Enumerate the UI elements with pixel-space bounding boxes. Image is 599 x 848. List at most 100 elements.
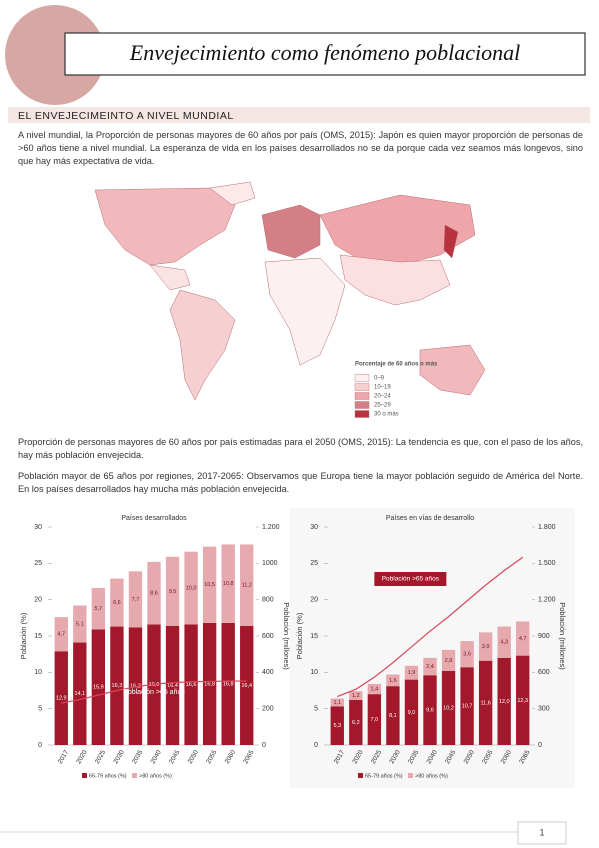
- bar-segment: [73, 605, 87, 643]
- y2-tick-label: 1.200: [538, 597, 556, 604]
- y-tick-label: 5: [314, 706, 318, 713]
- bar-segment: [349, 699, 363, 745]
- y2-tick-label: 400: [262, 669, 274, 676]
- value-label: 10,7: [462, 704, 473, 710]
- y2-tick-label: 800: [262, 597, 274, 604]
- line-annotation: Población >65 años: [123, 689, 185, 696]
- bar-segment: [54, 651, 68, 745]
- bar-segment: [221, 544, 235, 623]
- greenland: [209, 181, 256, 206]
- y2-tick-label: 1000: [262, 560, 278, 567]
- map-legend-swatch: [354, 410, 370, 418]
- y2-tick-label: 600: [538, 669, 550, 676]
- x-tick-label: 2025: [94, 749, 107, 765]
- bar-segment: [367, 694, 382, 745]
- australia: [419, 344, 486, 396]
- value-label: 12,9: [56, 696, 67, 702]
- legend-swatch: [82, 773, 87, 778]
- y-tick-label: 5: [38, 706, 42, 713]
- y2-tick-label: 1.800: [538, 524, 556, 531]
- y-tick-label: 20: [34, 597, 42, 604]
- bar-segment: [497, 626, 511, 658]
- bar-segment: [460, 641, 474, 668]
- y-tick-label: 25: [34, 560, 42, 567]
- value-label: 8,1: [389, 713, 397, 719]
- y2-tick-label: 300: [538, 706, 550, 713]
- central-america: [149, 264, 191, 291]
- title: Envejecimiento como fenómeno poblacional: [129, 40, 520, 65]
- y2-tick-label: 200: [262, 706, 274, 713]
- y-tick-label: 20: [310, 597, 318, 604]
- asia: [339, 254, 451, 306]
- y-tick-label: 0: [38, 742, 42, 749]
- y2-tick-label: 1.200: [262, 524, 280, 531]
- legend-swatch: [132, 773, 137, 778]
- y2-tick-label: 900: [538, 633, 550, 640]
- y-tick-label: 30: [34, 524, 42, 531]
- value-label: 10,8: [223, 581, 234, 587]
- map-legend-label: 20–24: [374, 394, 391, 400]
- title-box: [64, 32, 586, 76]
- x-tick-label: 2017: [57, 749, 70, 765]
- value-label: 11,2: [242, 583, 252, 589]
- chart-panel: [290, 508, 575, 788]
- value-label: 16,6: [186, 682, 197, 688]
- bar-segment: [110, 578, 124, 627]
- legend-swatch: [408, 773, 413, 778]
- value-label: 4,7: [519, 636, 527, 642]
- bar-segment: [423, 657, 437, 676]
- bar-segment: [404, 665, 419, 680]
- value-label: 1,9: [408, 670, 416, 676]
- y-axis-label: Población (%): [19, 612, 28, 659]
- y-tick-label: 15: [34, 633, 42, 640]
- value-label: 8,6: [150, 591, 158, 597]
- bar-segment: [441, 670, 456, 745]
- africa: [264, 257, 346, 366]
- y-axis-label: Población (%): [295, 612, 304, 659]
- bar-segment: [184, 624, 198, 745]
- x-tick-label: 2035: [131, 749, 144, 765]
- value-label: 9,0: [408, 710, 416, 716]
- value-label: 1,6: [389, 678, 397, 684]
- value-label: 4,7: [57, 632, 65, 638]
- y-tick-label: 15: [310, 633, 318, 640]
- x-tick-label: 2050: [187, 749, 200, 765]
- bar-segment: [221, 622, 235, 745]
- line-series: [61, 680, 247, 704]
- bar-segment: [441, 649, 456, 671]
- legend-label: 65-79 años (%): [89, 773, 127, 779]
- bar-segment: [367, 683, 382, 695]
- bar-segment: [202, 546, 217, 623]
- value-label: 16,4: [167, 683, 178, 689]
- russia: [319, 194, 476, 266]
- bar-segment: [349, 691, 363, 700]
- value-label: 12,0: [499, 699, 510, 705]
- paragraph: A nivel mundial, la Proporción de person…: [18, 130, 583, 166]
- bar-segment: [516, 621, 530, 656]
- section-title: EL ENVEJECIMEINTO A NIVEL MUNDIAL: [18, 110, 234, 122]
- world-map: [94, 181, 486, 401]
- bar-segment: [91, 629, 106, 745]
- y2-axis-label: Población (millones): [282, 602, 291, 670]
- legend-swatch: [358, 773, 363, 778]
- europe: [261, 204, 321, 259]
- value-label: 16,4: [241, 683, 252, 689]
- line-annotation: Población >65 años: [382, 576, 440, 583]
- bar-segment: [110, 626, 124, 745]
- value-label: 5,1: [76, 621, 84, 627]
- map-legend-swatch: [354, 383, 370, 391]
- value-label: 3,9: [482, 644, 490, 650]
- bar-segment: [404, 679, 419, 745]
- value-label: 11,6: [480, 700, 490, 706]
- page-number: 1: [539, 827, 544, 837]
- y2-axis-label: Población (millones): [558, 602, 567, 670]
- bar-segment: [54, 617, 68, 652]
- value-label: 16,6: [149, 682, 160, 688]
- y2-tick-label: 600: [262, 633, 274, 640]
- value-label: 2,9: [445, 658, 453, 664]
- bar-segment: [516, 655, 530, 745]
- value-label: 4,3: [500, 640, 508, 646]
- x-tick-label: 2065: [242, 749, 255, 765]
- bar-segment: [184, 551, 198, 625]
